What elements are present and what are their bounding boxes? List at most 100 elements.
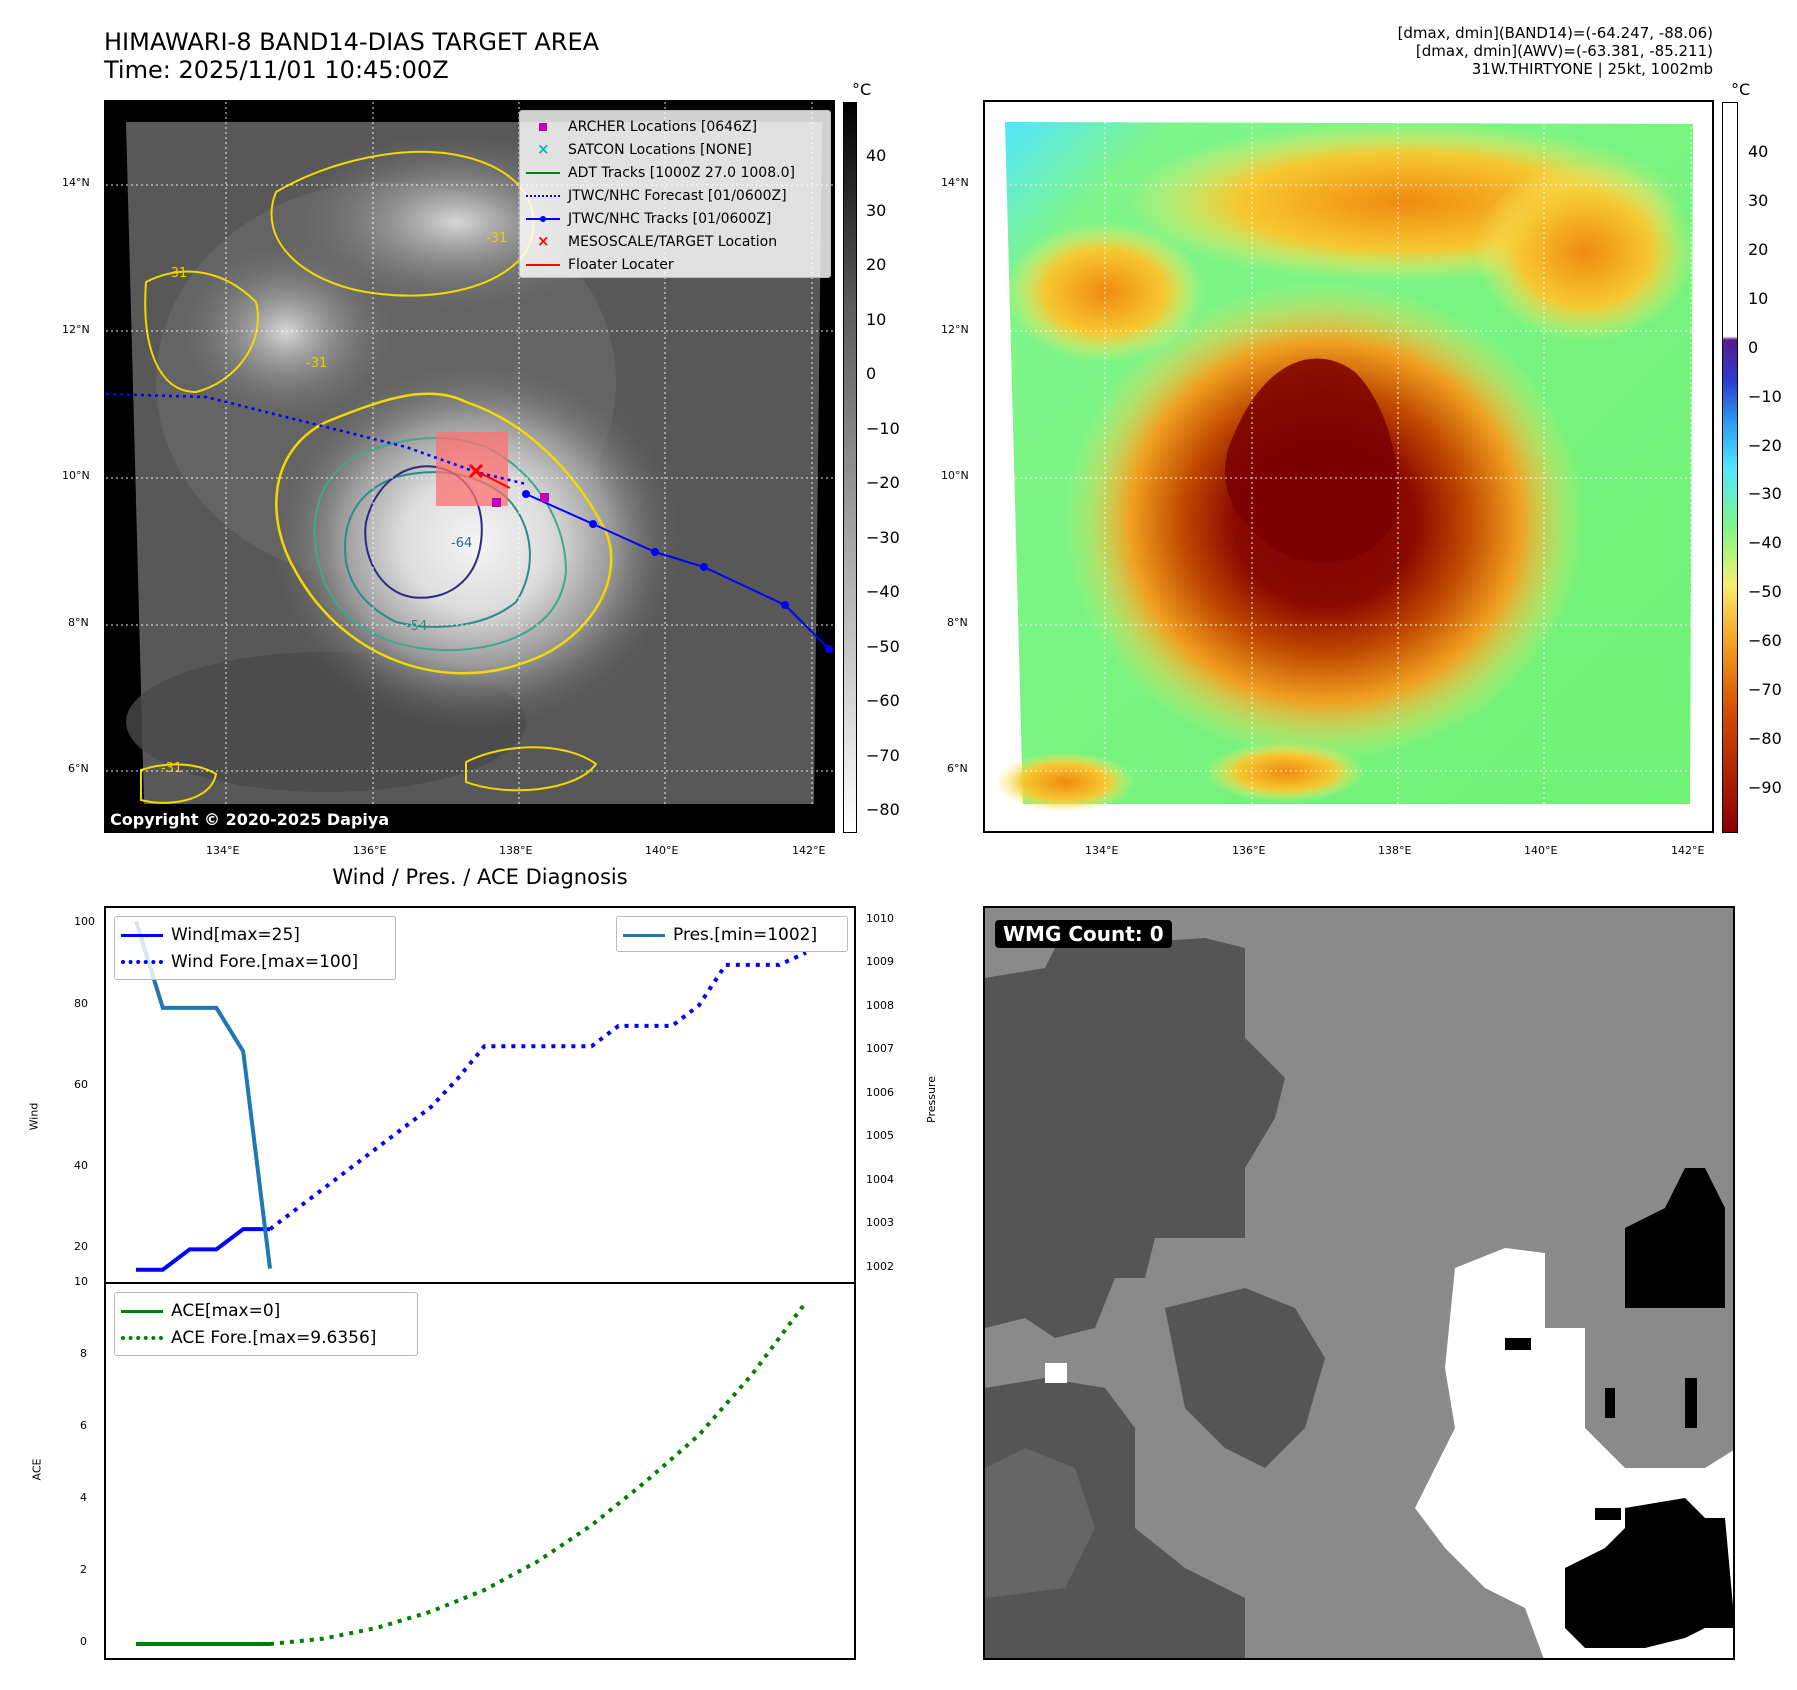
copyright-text: Copyright © 2020-2025 Dapiya xyxy=(110,810,390,829)
colorbar-tick-label: −60 xyxy=(866,691,900,710)
colorbar-tick-label: −80 xyxy=(866,800,900,819)
contour-label: -54 xyxy=(406,619,427,634)
colorbar-tick-label: 30 xyxy=(866,200,887,220)
wmg-panel: WMG Count: 0 xyxy=(983,906,1735,1660)
line-icon xyxy=(526,263,560,266)
axis-tick-label: 1007 xyxy=(866,1042,894,1056)
line-icon xyxy=(121,933,163,937)
lon-label: 140°E xyxy=(1524,844,1558,857)
info-line-2: [dmax, dmin](AWV)=(-63.381, -85.211) xyxy=(1415,42,1713,60)
colorbar-tick-label: 10 xyxy=(866,309,887,329)
contour-label: -31 xyxy=(486,231,507,246)
ace-legend: ACE[max=0] ACE Fore.[max=9.6356] xyxy=(114,1292,418,1356)
axis-tick-label: 4 xyxy=(80,1491,87,1504)
colorbar-tick-label: 20 xyxy=(1748,239,1769,259)
axis-tick-label: 1009 xyxy=(866,955,894,969)
colorbar-tick-label: −70 xyxy=(866,745,900,765)
legend-item-wind: Wind[max=25] xyxy=(121,921,389,948)
ace-svg xyxy=(136,1300,808,1646)
lat-label: 8°N xyxy=(68,616,89,629)
wmg-svg xyxy=(985,938,1733,1658)
wind-axis-label: Wind xyxy=(27,1102,41,1131)
lon-label: 136°E xyxy=(1232,844,1266,857)
colorbar-tick-label: −50 xyxy=(1748,582,1782,602)
colorbar-tick-label: 0 xyxy=(866,364,877,383)
ir-map-panel: -31 -31 -31 -54 -64 -31 Copyrigh xyxy=(104,100,835,833)
legend-item-jtwc-forecast: JTWC/NHC Forecast [01/0600Z] xyxy=(526,184,824,207)
target-x-marker xyxy=(468,463,484,479)
axis-tick-label: 1002 xyxy=(866,1259,894,1273)
contour-label: -31 xyxy=(161,761,182,776)
axis-tick-label: 6 xyxy=(80,1419,87,1432)
main-title: HIMAWARI-8 BAND14-DIAS TARGET AREA Time:… xyxy=(104,28,599,84)
legend-label: ACE[max=0] xyxy=(171,1300,281,1321)
contour-64 xyxy=(344,471,531,628)
colorbar-tick-label: −30 xyxy=(1748,484,1782,504)
contour-54 xyxy=(313,436,568,652)
colorbar-tick-label: −20 xyxy=(866,473,900,492)
colorbar-tick-label: 20 xyxy=(866,255,887,274)
lat-label: 14°N xyxy=(941,176,969,189)
colorbar-tick-label: 40 xyxy=(1748,142,1769,161)
pressure-legend: Pres.[min=1002] xyxy=(616,916,848,952)
copyright-bar xyxy=(106,804,833,831)
lat-label: 14°N xyxy=(62,176,90,189)
archer-marker xyxy=(540,493,549,502)
series-line-2 xyxy=(134,920,272,1269)
jtwc-track-points xyxy=(522,490,833,653)
awv-gridlines xyxy=(985,102,1712,831)
lat-label: 10°N xyxy=(941,469,969,482)
contour-label: -31 xyxy=(306,356,327,371)
axis-tick-label: 1005 xyxy=(866,1129,894,1143)
awv-colorbar-unit: °C xyxy=(1731,80,1751,99)
axis-tick-label: 1010 xyxy=(866,912,894,926)
line-icon xyxy=(121,1309,163,1313)
legend-item-target: × MESOSCALE/TARGET Location xyxy=(526,230,824,253)
colorbar-tick-label: −10 xyxy=(1748,386,1782,406)
colorbar-tick-label: 10 xyxy=(1748,288,1769,308)
line-icon xyxy=(526,171,560,174)
stats-info: [dmax, dmin](BAND14)=(-64.247, -88.06) [… xyxy=(1398,24,1713,78)
x-marker-icon: × xyxy=(537,231,550,250)
dotted-line-icon xyxy=(121,1335,163,1340)
legend-label: Wind Fore.[max=100] xyxy=(171,951,359,972)
lon-label: 134°E xyxy=(1085,844,1119,857)
legend-item-floater: Floater Locater xyxy=(526,253,824,276)
lon-label: 140°E xyxy=(645,844,679,857)
colorbar-tick-label: −20 xyxy=(1748,435,1782,455)
colorbar-tick-label: −80 xyxy=(1748,729,1782,749)
line-dot-icon xyxy=(540,215,546,222)
colorbar-tick-label: −40 xyxy=(866,582,900,601)
legend-label: ARCHER Locations [0646Z] xyxy=(568,118,758,135)
legend-label: Floater Locater xyxy=(568,256,674,273)
lat-label: 12°N xyxy=(941,323,969,336)
legend-label: ACE Fore.[max=9.6356] xyxy=(171,1327,377,1348)
lat-label: 6°N xyxy=(68,762,89,775)
legend-item-satcon: × SATCON Locations [NONE] xyxy=(526,138,824,161)
legend-label: JTWC/NHC Tracks [01/0600Z] xyxy=(568,210,772,227)
axis-tick-label: 40 xyxy=(74,1159,88,1173)
axis-tick-label: 20 xyxy=(74,1240,88,1254)
series-line-1 xyxy=(268,950,807,1231)
colorbar-tick-label: −40 xyxy=(1748,533,1782,553)
colorbar-tick-label: 40 xyxy=(866,146,887,165)
axis-tick-label: 8 xyxy=(80,1347,87,1360)
wmg-region-black xyxy=(1625,1168,1725,1308)
lat-label: 12°N xyxy=(62,323,90,336)
info-line-1: [dmax, dmin](BAND14)=(-64.247, -88.06) xyxy=(1397,24,1713,42)
colorbar-tick-label: −30 xyxy=(866,527,900,547)
info-line-3: 31W.THIRTYONE | 25kt, 1002mb xyxy=(1471,60,1713,78)
archer-marker xyxy=(492,498,501,507)
axis-tick-label: 1006 xyxy=(866,1085,894,1099)
colorbar-tick-label: −90 xyxy=(1748,778,1782,797)
wmg-count-badge: WMG Count: 0 xyxy=(995,920,1172,948)
legend-label: Pres.[min=1002] xyxy=(673,924,818,945)
title-line-2: Time: 2025/11/01 10:45:00Z xyxy=(104,56,449,84)
axis-tick-label: 100 xyxy=(74,915,95,929)
awv-colorbar xyxy=(1722,102,1738,833)
legend-item-archer: ARCHER Locations [0646Z] xyxy=(526,115,824,138)
axis-tick-label: 60 xyxy=(74,1077,88,1091)
line-icon xyxy=(623,933,665,937)
lat-label: 8°N xyxy=(947,616,968,629)
awv-map-panel xyxy=(983,100,1714,833)
